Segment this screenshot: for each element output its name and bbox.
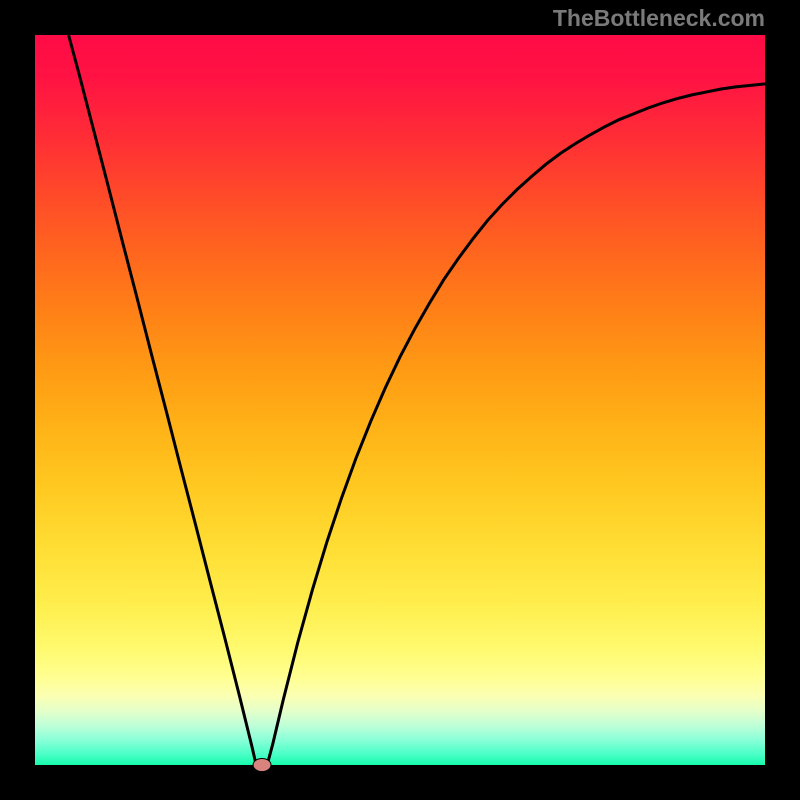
plot-area [35,35,765,765]
chart-container: TheBottleneck.com [0,0,800,800]
watermark-text: TheBottleneck.com [553,5,765,32]
